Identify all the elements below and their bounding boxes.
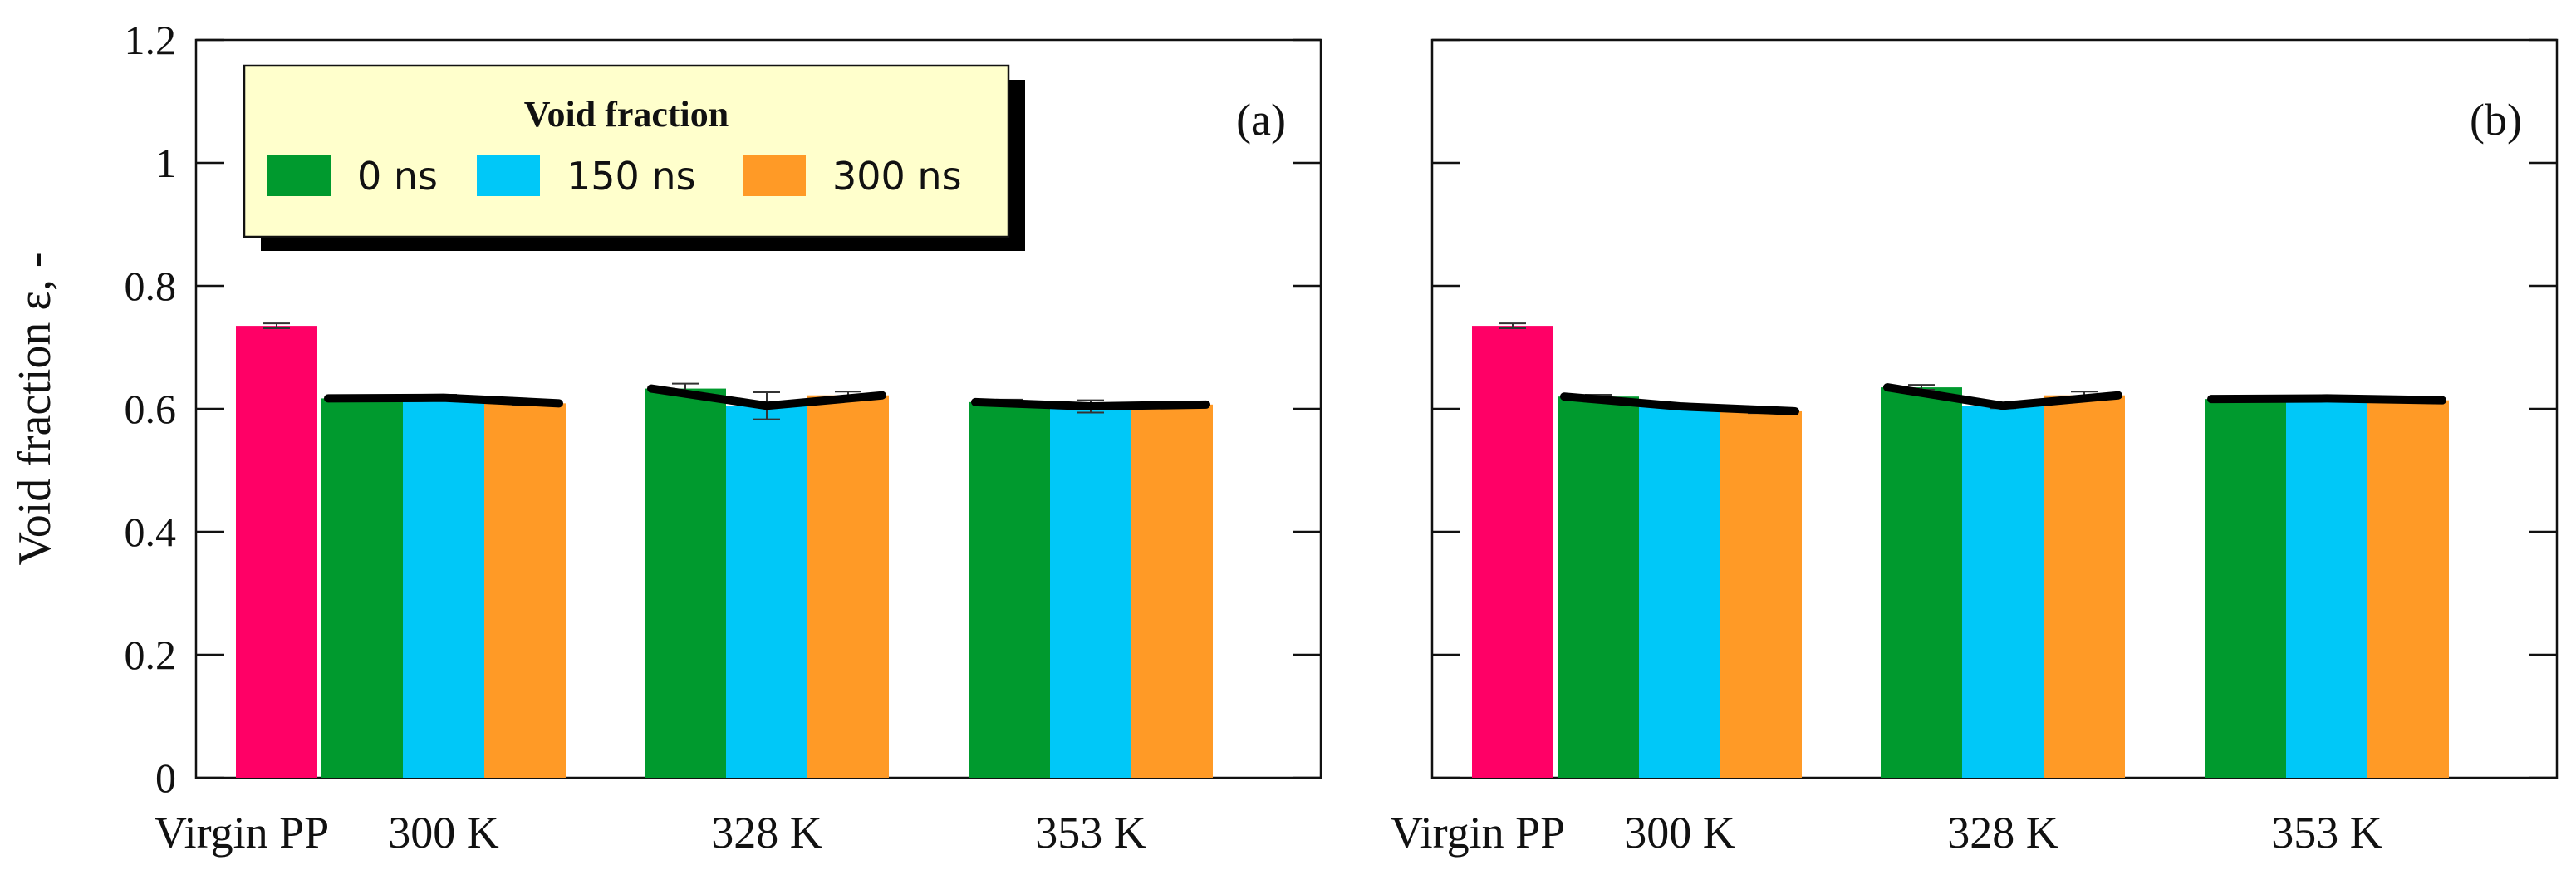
trend-line-353k bbox=[971, 397, 1210, 411]
bar-328k-300ns bbox=[807, 395, 889, 778]
chart-panel-a: 0 0.2 0.4 0.6 0.8 1 1.2 Void fraction ε, - (a) Vi… bbox=[9, 17, 1322, 858]
legend-swatch bbox=[267, 155, 331, 196]
bar-328k-0ns bbox=[645, 388, 726, 778]
x-tick-label: 328 K bbox=[1947, 808, 2058, 858]
bar-353k-0ns bbox=[2205, 399, 2286, 778]
legend-label: 0 ns bbox=[357, 154, 438, 199]
y-tick-label: 1 bbox=[155, 140, 176, 186]
y-tick-label: 0.4 bbox=[125, 509, 177, 555]
y-tick-label: 0 bbox=[155, 755, 176, 801]
bar-300k-150ns bbox=[1639, 406, 1720, 778]
bar-300k-0ns bbox=[321, 398, 403, 778]
bar-328k-150ns bbox=[726, 406, 807, 778]
y-tick-label: 0.2 bbox=[125, 632, 177, 678]
trend-line-328k bbox=[1883, 383, 2122, 410]
panel-label: (a) bbox=[1236, 95, 1286, 145]
x-tick-label-virgin: Virgin PP bbox=[1391, 808, 1565, 858]
legend-label: 300 ns bbox=[832, 154, 962, 199]
legend: Void fraction 0 ns 150 ns 300 ns bbox=[243, 64, 1025, 251]
legend-label: 150 ns bbox=[567, 154, 696, 199]
trend-line-353k bbox=[2207, 394, 2446, 405]
bar-353k-300ns bbox=[1131, 404, 1213, 778]
legend-title: Void fraction bbox=[524, 94, 729, 135]
y-tick-label: 1.2 bbox=[125, 17, 177, 63]
bar-353k-300ns bbox=[2367, 400, 2449, 778]
y-tick-label: 0.6 bbox=[125, 386, 177, 432]
bar-328k-0ns bbox=[1881, 387, 1962, 778]
y-axis-label: Void fraction ε, - bbox=[9, 252, 61, 565]
bar-300k-0ns bbox=[1558, 396, 1639, 778]
bar-328k-300ns bbox=[2044, 395, 2125, 778]
x-tick-label: 353 K bbox=[2271, 808, 2382, 858]
bar-300k-300ns bbox=[1720, 410, 1802, 778]
legend-swatch bbox=[477, 155, 540, 196]
bar-300k-300ns bbox=[484, 403, 566, 778]
bar-353k-0ns bbox=[969, 401, 1050, 778]
y-tick-label: 0.8 bbox=[125, 263, 177, 309]
panel-label: (b) bbox=[2470, 95, 2522, 145]
bar-353k-150ns bbox=[1050, 406, 1131, 778]
bar-virgin-pp bbox=[236, 326, 317, 779]
bar-virgin-pp bbox=[1472, 326, 1553, 779]
legend-swatch bbox=[743, 155, 806, 196]
bar-328k-150ns bbox=[1962, 406, 2044, 778]
x-tick-label: 300 K bbox=[1624, 808, 1735, 858]
x-tick-label: 328 K bbox=[711, 808, 822, 858]
x-tick-label: 353 K bbox=[1035, 808, 1146, 858]
x-tick-label-virgin: Virgin PP bbox=[155, 808, 329, 858]
legend-box bbox=[243, 64, 1010, 238]
bar-353k-150ns bbox=[2286, 398, 2367, 778]
bar-300k-150ns bbox=[403, 397, 484, 778]
trend-line-300k bbox=[324, 393, 563, 408]
trend-line-328k bbox=[647, 384, 886, 410]
chart-panel-b: (b) Virgin PP 300 K 328 K 353 K bbox=[1391, 38, 2559, 858]
x-tick-label: 300 K bbox=[388, 808, 499, 858]
trend-line-300k bbox=[1560, 392, 1799, 415]
